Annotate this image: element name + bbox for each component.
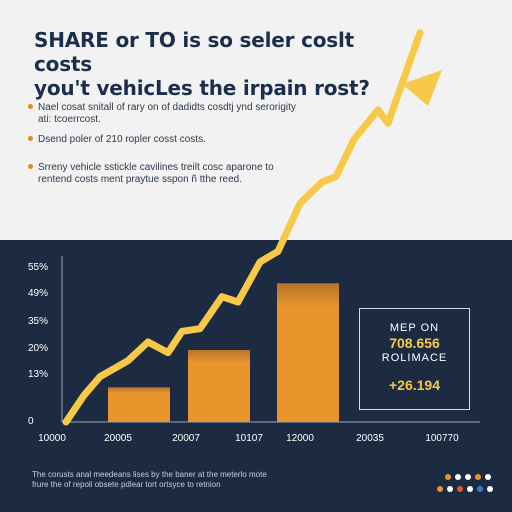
trend-line	[62, 29, 442, 426]
chart-bars	[108, 283, 339, 422]
trend-line-path	[62, 29, 424, 426]
y-tick-label: 0	[28, 416, 34, 427]
bar-12000	[277, 283, 339, 422]
dot	[465, 474, 471, 480]
x-tick-label: 10000	[38, 433, 66, 444]
x-axis-ticks: 10000 20005 20007 10107 12000 20035 100770	[38, 433, 459, 444]
y-tick-label: 20%	[28, 343, 48, 354]
bar-20007	[188, 350, 250, 422]
y-tick-label: 35%	[28, 316, 48, 327]
bullet-item: Srreny vehicle sstickle cavilines treilt…	[28, 162, 298, 186]
y-tick-label: 13%	[28, 369, 48, 380]
bullet-dot-icon	[28, 136, 33, 141]
y-tick-label: 49%	[28, 288, 48, 299]
bullet-text: Dsend poler of 210 ropler cosst costs.	[38, 134, 206, 145]
title-line-1: SHARE or TO is so seler coslt costs	[34, 28, 354, 76]
bullet-dot-icon	[28, 104, 33, 109]
y-tick-label: 55%	[28, 262, 48, 273]
dot	[475, 474, 481, 480]
bullet-item: Dsend poler of 210 ropler cosst costs.	[28, 134, 298, 146]
info-box-sublabel: ROLIMACE	[381, 352, 448, 364]
header-section: SHARE or TO is so seler coslt costs you'…	[0, 0, 512, 240]
dot	[467, 486, 473, 492]
bullet-text: Nael cosat snitall of rary on of dadidts…	[38, 102, 296, 125]
dot	[445, 474, 451, 480]
x-tick-label: 10107	[235, 433, 263, 444]
x-tick-label: 20035	[356, 433, 384, 444]
x-tick-label: 20007	[172, 433, 200, 444]
trend-arrow-head-icon	[402, 70, 442, 106]
chart-panel	[0, 240, 512, 512]
bullet-text: Srreny vehicle sstickle cavilines treilt…	[38, 162, 274, 185]
info-box-change: +26.194	[389, 377, 440, 393]
x-tick-label: 12000	[286, 433, 314, 444]
title-line-2: you't vehicLes the irpain rost?	[34, 76, 370, 100]
dot	[487, 486, 493, 492]
info-box-label: MEP ON	[389, 322, 440, 334]
footer-note: The corusts anal meedeans lises by the b…	[32, 470, 267, 489]
bullet-dot-icon	[28, 164, 33, 169]
dot	[477, 486, 483, 492]
bullet-item: Nael cosat snitall of rary on of dadidts…	[28, 102, 298, 126]
info-box-value: 708.656	[389, 335, 440, 351]
dot	[457, 486, 463, 492]
dot	[437, 486, 443, 492]
y-axis-ticks: 0 13% 20% 35% 49% 55%	[28, 262, 48, 427]
info-box: MEP ON 708.656 ROLIMACE +26.194	[359, 308, 470, 410]
x-tick-label: 20005	[104, 433, 132, 444]
decorative-dots-icon	[437, 474, 497, 504]
x-tick-label: 100770	[425, 433, 459, 444]
dot	[485, 474, 491, 480]
bar-20005	[108, 387, 170, 422]
page-title: SHARE or TO is so seler coslt costs you'…	[34, 28, 394, 100]
dot	[455, 474, 461, 480]
dot	[447, 486, 453, 492]
bullet-list: Nael cosat snitall of rary on of dadidts…	[28, 102, 298, 202]
